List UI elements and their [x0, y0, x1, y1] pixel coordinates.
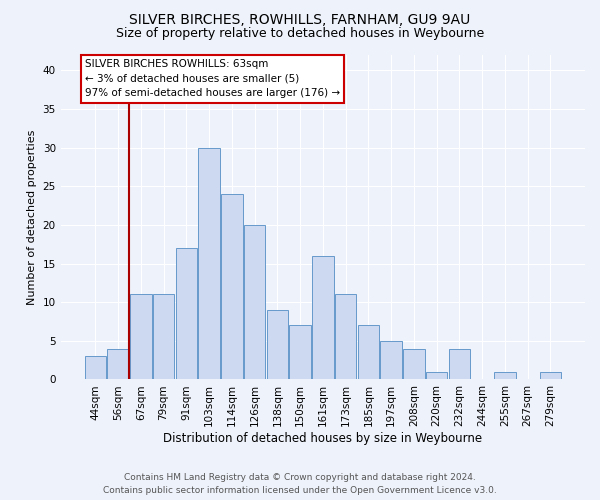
- Y-axis label: Number of detached properties: Number of detached properties: [27, 130, 37, 305]
- Bar: [289, 326, 311, 380]
- Bar: [494, 372, 515, 380]
- Bar: [380, 341, 402, 380]
- Bar: [153, 294, 175, 380]
- Bar: [358, 326, 379, 380]
- Text: SILVER BIRCHES ROWHILLS: 63sqm
← 3% of detached houses are smaller (5)
97% of se: SILVER BIRCHES ROWHILLS: 63sqm ← 3% of d…: [85, 59, 340, 98]
- Bar: [176, 248, 197, 380]
- Bar: [244, 225, 265, 380]
- Bar: [539, 372, 561, 380]
- Text: Contains HM Land Registry data © Crown copyright and database right 2024.
Contai: Contains HM Land Registry data © Crown c…: [103, 474, 497, 495]
- Text: SILVER BIRCHES, ROWHILLS, FARNHAM, GU9 9AU: SILVER BIRCHES, ROWHILLS, FARNHAM, GU9 9…: [130, 12, 470, 26]
- Bar: [221, 194, 242, 380]
- Bar: [449, 348, 470, 380]
- Bar: [266, 310, 288, 380]
- Text: Size of property relative to detached houses in Weybourne: Size of property relative to detached ho…: [116, 28, 484, 40]
- Bar: [335, 294, 356, 380]
- Bar: [107, 348, 129, 380]
- Bar: [426, 372, 448, 380]
- Bar: [403, 348, 425, 380]
- Bar: [312, 256, 334, 380]
- Bar: [85, 356, 106, 380]
- X-axis label: Distribution of detached houses by size in Weybourne: Distribution of detached houses by size …: [163, 432, 482, 445]
- Bar: [198, 148, 220, 380]
- Bar: [130, 294, 152, 380]
